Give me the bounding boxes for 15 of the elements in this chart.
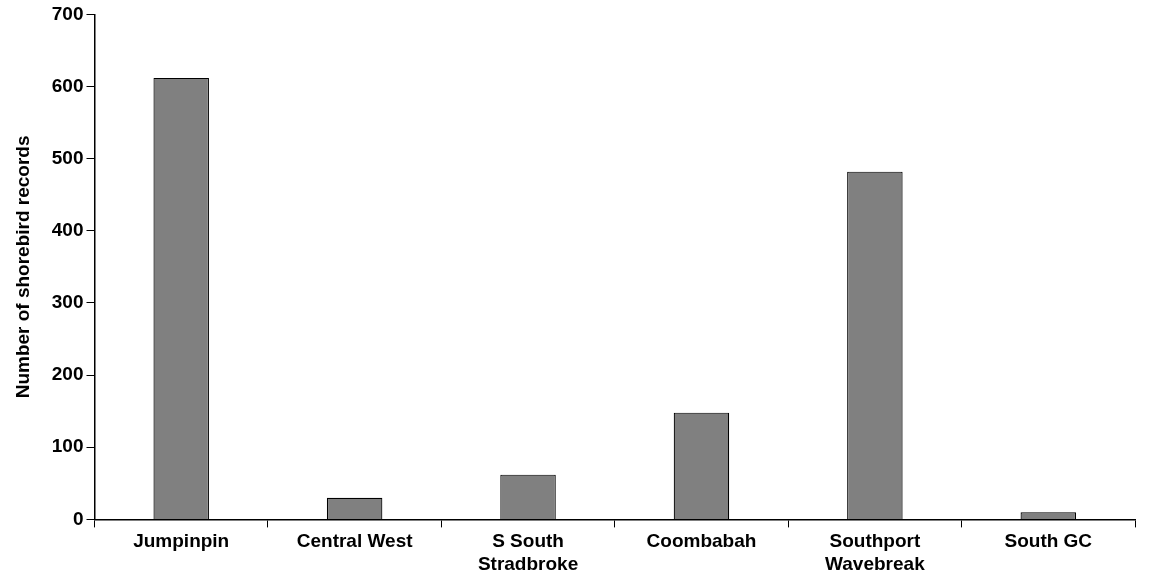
x-tick-label: Jumpinpin <box>133 530 230 552</box>
y-axis-title: Number of shorebird records <box>11 135 33 399</box>
y-tick-label: 200 <box>51 363 84 385</box>
y-tick-label: 300 <box>51 291 84 313</box>
y-tick-label: 100 <box>51 435 84 457</box>
x-tick-label: Coombabah <box>646 530 757 552</box>
y-tick-label: 0 <box>72 507 84 529</box>
x-tick-label: Central West <box>296 530 414 552</box>
y-tick-label: 700 <box>51 2 84 24</box>
x-tick-label: South GC <box>1004 530 1093 552</box>
y-tick-label: 500 <box>51 146 84 168</box>
y-tick-label: 400 <box>51 219 84 241</box>
x-tick-label: S South Stradbroke <box>477 530 579 574</box>
x-tick-label: Southport Wavebreak <box>825 530 926 574</box>
y-tick-label: 600 <box>51 74 84 96</box>
